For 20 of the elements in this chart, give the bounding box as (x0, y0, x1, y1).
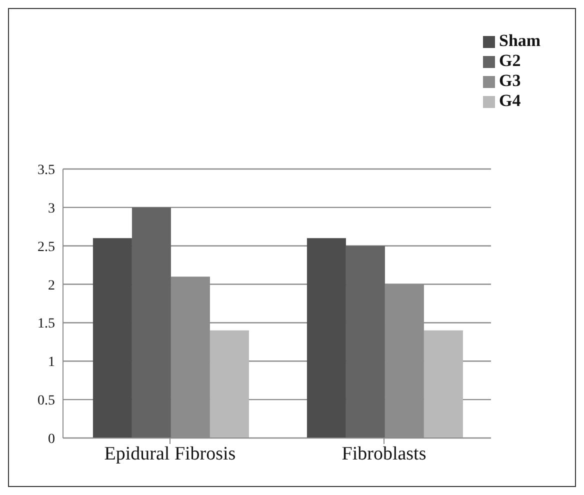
legend-label: Sham (499, 31, 541, 50)
y-tick-label: 2 (48, 278, 55, 294)
x-tick-label: Epidural Fibrosis (104, 443, 236, 464)
legend-label: G4 (499, 91, 521, 110)
x-tick-label: Fibroblasts (342, 443, 426, 464)
y-tick-label: 3.5 (38, 162, 55, 178)
legend-label: G3 (499, 71, 521, 90)
bar (132, 207, 171, 438)
bar (306, 238, 346, 438)
bar (346, 246, 385, 438)
bar (92, 238, 132, 438)
bar (424, 330, 463, 438)
y-tick-label: 2.5 (38, 240, 55, 255)
bar (210, 330, 249, 438)
y-tick-label: 1.5 (38, 316, 55, 332)
y-tick-label: 3 (48, 201, 55, 216)
legend-label: G2 (499, 51, 521, 70)
y-tick-label: 0.5 (38, 394, 55, 409)
y-tick-label: 0 (48, 432, 55, 447)
y-tick-label: 1 (48, 355, 55, 370)
